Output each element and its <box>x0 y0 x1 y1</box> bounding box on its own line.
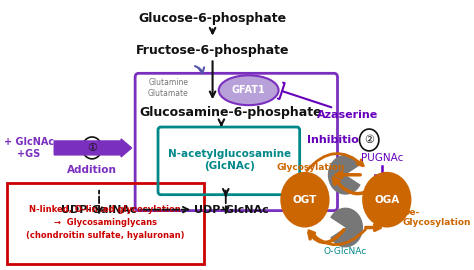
Text: →  Glycosaminglycans: → Glycosaminglycans <box>54 218 157 227</box>
Text: Glucose-6-phosphate: Glucose-6-phosphate <box>138 12 287 25</box>
Text: GFAT1: GFAT1 <box>232 85 265 95</box>
Text: (chondroitin sulfate, hyaluronan): (chondroitin sulfate, hyaluronan) <box>26 231 184 239</box>
Wedge shape <box>328 155 361 195</box>
Text: De-
Glycosylation: De- Glycosylation <box>402 208 471 227</box>
Circle shape <box>82 137 102 159</box>
Text: OGT: OGT <box>293 195 317 205</box>
Text: UDP-GlcNAc: UDP-GlcNAc <box>194 205 268 215</box>
FancyArrow shape <box>54 139 132 157</box>
Wedge shape <box>330 208 363 247</box>
Text: O-GlcNAc: O-GlcNAc <box>324 247 367 256</box>
Text: Fructose-6-phosphate: Fructose-6-phosphate <box>136 44 289 57</box>
Circle shape <box>280 172 329 228</box>
Text: UDP-GalNAc: UDP-GalNAc <box>61 205 137 215</box>
Text: OGA: OGA <box>374 195 400 205</box>
Text: PUGNAc: PUGNAc <box>361 153 403 163</box>
Text: + GlcNAc
+GS: + GlcNAc +GS <box>4 137 54 159</box>
Text: Azaserine: Azaserine <box>317 110 378 120</box>
Text: ②: ② <box>364 135 374 145</box>
Text: Glutamate: Glutamate <box>148 89 189 98</box>
Circle shape <box>362 172 411 228</box>
Text: Glycosylation: Glycosylation <box>277 163 345 172</box>
Text: ①: ① <box>87 143 97 153</box>
Text: Inhibition: Inhibition <box>307 135 366 145</box>
Text: Addition: Addition <box>67 165 117 175</box>
Text: N-linked, O-linked glycosylation: N-linked, O-linked glycosylation <box>29 205 181 214</box>
Ellipse shape <box>219 75 279 105</box>
Text: Glutamine: Glutamine <box>149 78 189 87</box>
Text: N-acetylglucosamine
(GlcNAc): N-acetylglucosamine (GlcNAc) <box>168 149 291 171</box>
Circle shape <box>359 129 379 151</box>
Text: Glucosamine-6-phosphate: Glucosamine-6-phosphate <box>140 106 322 119</box>
